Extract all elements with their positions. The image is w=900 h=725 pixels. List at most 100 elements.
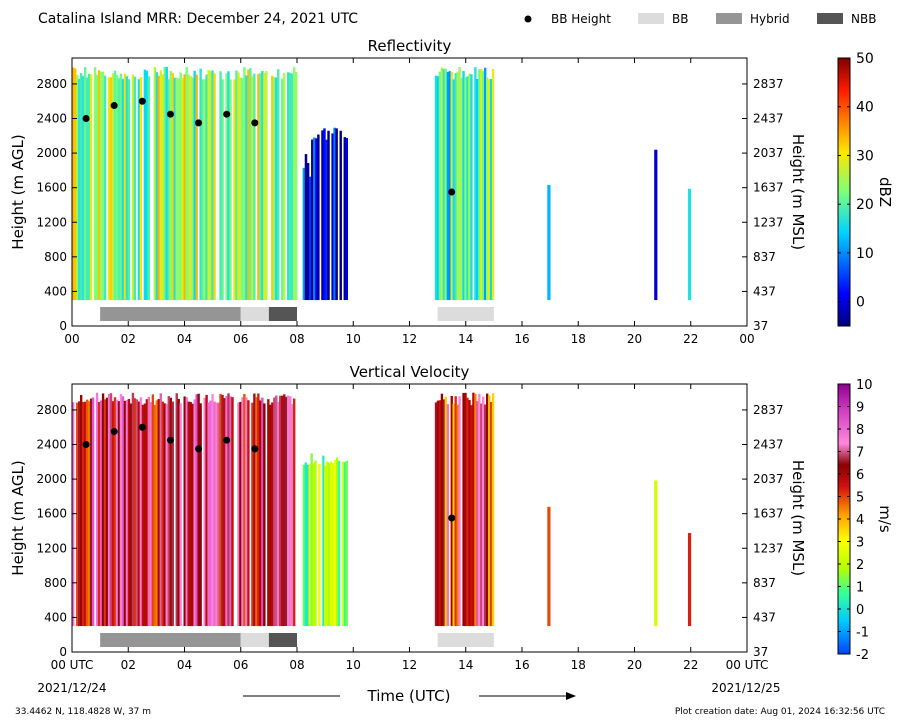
echo-strip bbox=[197, 393, 200, 627]
echo-strip bbox=[85, 399, 89, 627]
time-arrow-head bbox=[566, 692, 576, 700]
plot-creation-date: Plot creation date: Aug 01, 2024 16:32:5… bbox=[675, 707, 885, 717]
echo-strip bbox=[177, 399, 180, 627]
echo-strip bbox=[239, 77, 242, 301]
echo-strip bbox=[101, 393, 105, 627]
echo-strip bbox=[328, 462, 331, 627]
echo-strip bbox=[169, 70, 172, 301]
bb-type-bar-nbb bbox=[268, 633, 297, 647]
echo-strip bbox=[259, 73, 262, 301]
echo-strip bbox=[456, 71, 459, 301]
echo-strip bbox=[318, 463, 321, 627]
echo-strip bbox=[687, 188, 692, 301]
echo-strip bbox=[243, 393, 246, 627]
echo-strip bbox=[267, 399, 270, 627]
echo-strip bbox=[189, 401, 192, 627]
echo-strip bbox=[474, 393, 477, 627]
echo-strip bbox=[287, 395, 290, 627]
echo-strip bbox=[187, 74, 190, 301]
y-tick-label-right: 2037 bbox=[753, 146, 784, 160]
echo-strip bbox=[185, 397, 188, 627]
bb-height-point bbox=[110, 102, 118, 110]
echo-strip bbox=[187, 401, 190, 627]
echo-strip bbox=[149, 402, 153, 627]
bb-height-point bbox=[166, 110, 174, 118]
x-tick-label: 04 bbox=[177, 332, 192, 346]
echo-strip bbox=[241, 397, 244, 627]
y-tick-label-right: 437 bbox=[753, 610, 776, 624]
echo-strip bbox=[547, 506, 551, 627]
echo-strip bbox=[191, 403, 194, 627]
echo-strip bbox=[331, 463, 335, 627]
echo-strip bbox=[219, 393, 222, 627]
echo-strip bbox=[85, 77, 89, 301]
start-date: 2021/12/24 bbox=[37, 681, 106, 695]
y-tick-label: 1200 bbox=[36, 541, 67, 555]
echo-strip bbox=[273, 397, 276, 627]
echo-strip bbox=[117, 401, 121, 627]
echo-strip bbox=[323, 128, 326, 301]
echo-strip bbox=[233, 79, 236, 301]
echo-strip bbox=[113, 397, 117, 627]
echo-strip bbox=[283, 394, 286, 627]
x-tick-label: 00 bbox=[739, 332, 754, 346]
echo-strip bbox=[343, 462, 347, 627]
echo-strip bbox=[482, 71, 485, 301]
echo-strip bbox=[225, 73, 228, 301]
x-tick-label: 08 bbox=[289, 332, 304, 346]
echo-strip bbox=[269, 404, 272, 627]
echo-strip bbox=[77, 401, 81, 627]
echo-strip bbox=[277, 401, 280, 627]
echo-strip bbox=[306, 464, 309, 627]
x-tick-label: 06 bbox=[233, 332, 248, 346]
legend-label: NBB bbox=[851, 12, 876, 26]
echo-strip bbox=[281, 395, 284, 627]
x-tick-label: 00 UTC bbox=[726, 658, 769, 672]
echo-strip bbox=[687, 532, 692, 627]
bb-height-point bbox=[138, 97, 146, 105]
colorbar-tick-label: 10 bbox=[856, 378, 873, 393]
echo-strip bbox=[333, 127, 336, 301]
colorbar-tick-label: 6 bbox=[856, 468, 864, 483]
echo-strip bbox=[201, 79, 204, 301]
echo-strip bbox=[73, 68, 77, 301]
echo-strip bbox=[484, 404, 487, 627]
echo-strip bbox=[487, 395, 491, 627]
bb-type-bar-bb bbox=[437, 307, 494, 321]
x-tick-label: 20 bbox=[627, 658, 642, 672]
echo-strip bbox=[103, 399, 107, 627]
echo-strip bbox=[337, 461, 341, 627]
echo-strip bbox=[315, 138, 318, 301]
colorbar-tick-label: -1 bbox=[856, 626, 869, 641]
echo-strip bbox=[237, 402, 240, 627]
echo-strip bbox=[487, 79, 491, 301]
echo-strip bbox=[165, 404, 168, 627]
echo-strip bbox=[175, 77, 178, 301]
echo-strip bbox=[139, 397, 143, 627]
y-tick-label: 2000 bbox=[36, 472, 67, 486]
echo-strip bbox=[77, 78, 81, 301]
bb-height-point bbox=[223, 110, 231, 118]
echo-strip bbox=[279, 395, 282, 627]
echo-strip bbox=[458, 67, 461, 301]
colorbar-tick-label: 40 bbox=[856, 100, 874, 116]
bb-type-bar-nbb bbox=[268, 307, 297, 321]
echo-strip bbox=[241, 78, 244, 301]
echo-strip bbox=[129, 403, 133, 627]
legend-label: BB Height bbox=[551, 12, 611, 26]
echo-strip bbox=[189, 76, 192, 301]
panel-title: Vertical Velocity bbox=[350, 363, 470, 381]
echo-strip bbox=[153, 67, 157, 301]
echo-strip bbox=[155, 400, 159, 627]
echo-strip bbox=[171, 401, 174, 627]
x-tick-label: 12 bbox=[402, 332, 417, 346]
y-tick-label: 800 bbox=[44, 250, 67, 264]
echo-strip bbox=[470, 74, 473, 301]
x-tick-label: 08 bbox=[289, 658, 304, 672]
y-tick-label: 1600 bbox=[36, 181, 67, 195]
echo-strip bbox=[327, 130, 330, 301]
echo-strip bbox=[111, 401, 115, 627]
echo-strip bbox=[474, 67, 477, 301]
legend-label: Hybrid bbox=[750, 12, 790, 26]
echo-strip bbox=[442, 399, 446, 627]
